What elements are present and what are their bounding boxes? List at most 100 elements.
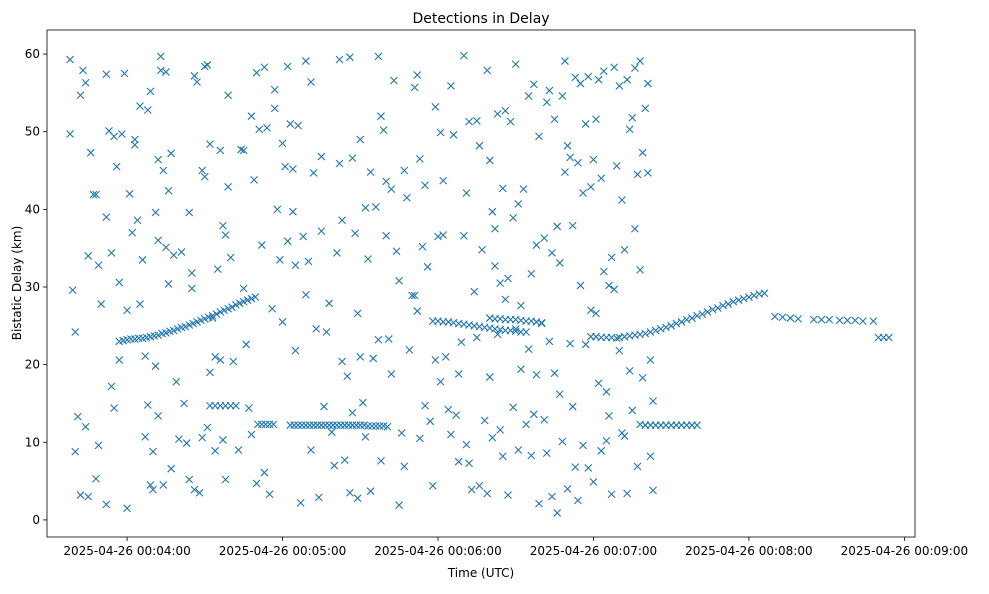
noise-point-53 — [154, 155, 163, 164]
noise-point-180 — [379, 126, 388, 135]
noise-point-350 — [633, 462, 642, 471]
track-2-point-5 — [286, 421, 295, 430]
noise-point-113 — [255, 125, 264, 134]
noise-point-307 — [576, 281, 585, 290]
noise-point-69 — [177, 248, 186, 256]
track-2-point-12 — [313, 421, 322, 430]
noise-point-98 — [224, 91, 233, 100]
noise-point-117 — [263, 123, 271, 132]
noise-point-176 — [374, 52, 383, 61]
track-6-point-8 — [656, 325, 665, 333]
noise-point-313 — [584, 464, 593, 472]
track-6-point-10 — [667, 321, 676, 330]
noise-point-14 — [89, 190, 98, 199]
noise-point-210 — [434, 232, 442, 241]
noise-point-127 — [283, 62, 292, 71]
noise-point-2 — [68, 286, 77, 294]
track-8-point-14 — [884, 333, 893, 342]
track-8-point-10 — [859, 317, 867, 326]
noise-point-70 — [180, 399, 188, 408]
noise-point-151 — [330, 461, 339, 470]
noise-point-258 — [509, 403, 518, 412]
noise-point-352 — [636, 266, 644, 274]
y-tick-label: 10 — [25, 435, 40, 449]
noise-point-96 — [221, 231, 230, 239]
noise-point-197 — [410, 291, 419, 300]
track-2-point-23 — [356, 421, 365, 430]
noise-point-30 — [115, 356, 124, 364]
noise-point-348 — [631, 224, 639, 233]
noise-point-124 — [278, 139, 287, 148]
noise-point-321 — [594, 379, 603, 388]
noise-point-217 — [447, 82, 455, 90]
noise-point-201 — [415, 434, 424, 443]
noise-point-200 — [415, 154, 424, 163]
noise-point-109 — [247, 430, 256, 439]
noise-point-236 — [478, 245, 486, 254]
noise-point-74 — [187, 269, 196, 277]
track-0-point-29 — [228, 303, 236, 312]
noise-point-362 — [649, 486, 657, 495]
noise-point-295 — [561, 168, 569, 176]
noise-point-157 — [340, 456, 349, 465]
track-8-point-7 — [835, 316, 844, 325]
noise-point-81 — [198, 433, 207, 442]
noise-point-139 — [304, 257, 313, 266]
track-2-point-4 — [269, 420, 278, 429]
noise-point-166 — [356, 135, 365, 144]
noise-point-28 — [112, 162, 121, 171]
noise-point-215 — [441, 352, 450, 361]
noise-point-329 — [605, 411, 613, 420]
noise-point-266 — [522, 420, 530, 429]
track-2-point-14 — [321, 421, 330, 430]
noise-point-122 — [273, 205, 282, 214]
noise-point-175 — [371, 203, 380, 211]
noise-point-140 — [307, 78, 315, 86]
track-6-point-15 — [693, 311, 701, 320]
noise-point-278 — [540, 234, 549, 242]
noise-point-212 — [436, 128, 445, 137]
x-tick-label: 2025-04-26 00:04:00 — [63, 544, 190, 558]
noise-point-177 — [374, 335, 383, 344]
track-2-point-13 — [317, 421, 326, 430]
noise-point-16 — [92, 474, 100, 483]
track-3-point-18 — [522, 328, 530, 336]
y-tick-label: 20 — [25, 358, 40, 372]
noise-point-87 — [206, 368, 214, 377]
plot-frame — [46, 29, 916, 538]
noise-point-296 — [563, 141, 572, 150]
noise-point-289 — [553, 509, 562, 517]
noise-point-204 — [421, 401, 429, 410]
noise-point-275 — [535, 132, 543, 141]
noise-point-346 — [628, 406, 637, 415]
noise-point-192 — [400, 462, 409, 471]
noise-point-285 — [548, 492, 556, 501]
noise-point-308 — [579, 189, 587, 197]
track-6-point-11 — [672, 319, 681, 328]
x-tick-label: 2025-04-26 00:08:00 — [685, 544, 812, 558]
noise-point-179 — [377, 457, 385, 465]
noise-point-141 — [307, 446, 315, 454]
noise-point-334 — [612, 161, 621, 170]
noise-point-273 — [532, 241, 541, 249]
noise-point-154 — [335, 159, 344, 168]
noise-point-114 — [257, 241, 266, 249]
noise-point-262 — [514, 446, 523, 454]
track-2-point-11 — [309, 421, 318, 430]
noise-point-17 — [94, 441, 103, 450]
noise-point-347 — [631, 64, 639, 72]
noise-point-163 — [351, 229, 359, 238]
noise-point-83 — [200, 172, 209, 181]
track-2-point-25 — [364, 422, 372, 430]
noise-point-133 — [291, 346, 300, 355]
noise-point-172 — [366, 168, 375, 176]
noise-point-312 — [584, 72, 593, 81]
noise-point-78 — [193, 78, 201, 86]
noise-point-102 — [234, 446, 243, 454]
noise-point-343 — [625, 125, 634, 134]
noise-point-207 — [428, 481, 437, 490]
noise-point-62 — [164, 186, 173, 195]
noise-point-118 — [265, 490, 274, 499]
noise-point-136 — [299, 232, 308, 241]
noise-point-129 — [286, 120, 295, 128]
